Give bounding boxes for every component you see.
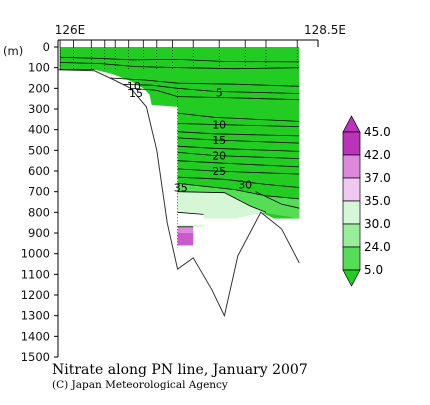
colorbar-label: 24.0 [364, 240, 391, 254]
nitrate-fill-35 [177, 191, 266, 219]
sea-floor-mask [58, 69, 318, 357]
colorbar-segment [342, 154, 361, 179]
contour-lines [60, 56, 300, 228]
y-axis-tick-label: 300 [28, 102, 50, 116]
y-axis-tick-label: 800 [28, 205, 50, 219]
contour-line [177, 211, 204, 215]
contour-line [177, 191, 267, 213]
contour-label: 10 [127, 80, 141, 93]
contour-label: 30 [238, 178, 252, 191]
y-axis-tick-label: 1000 [21, 247, 50, 261]
colorbar-label: 30.0 [364, 217, 391, 231]
colorbar-segment [342, 223, 361, 248]
contour-line [60, 56, 300, 63]
contour-label: 10 [212, 119, 226, 132]
y-axis-unit-label: (m) [3, 44, 23, 58]
contour-line [109, 77, 300, 87]
contour-line [177, 160, 300, 168]
colorbar-segment [342, 131, 361, 156]
section-boundary-left [59, 47, 95, 70]
y-axis-tick-label: 700 [28, 185, 50, 199]
y-axis-tick-label: 900 [28, 226, 50, 240]
contour-line [177, 137, 300, 144]
contour-line [60, 62, 300, 70]
y-axis: 0 100 200 300 400 500 600 700 800 900 1000 1100 1200… [21, 40, 59, 364]
y-axis-tick-label: 400 [28, 123, 50, 137]
colorbar-segment [342, 177, 361, 202]
contour-line [177, 131, 300, 137]
colorbar-segment [342, 246, 361, 271]
contour-line [177, 183, 300, 200]
plot-frame [57, 39, 319, 47]
contour-line [177, 168, 300, 175]
x-axis-left-label: 126E [55, 23, 86, 37]
colorbar: 5.0 24.0 30.0 35.0 37.0 42.0 45.0 [342, 115, 391, 287]
colorbar-label: 37.0 [364, 171, 391, 185]
contour-label: 5 [216, 86, 223, 99]
bathymetry-layer [57, 69, 318, 357]
y-axis-tick-label: 1300 [21, 309, 50, 323]
chart-title: Nitrate along PN line, January 2007 [52, 362, 308, 378]
contour-label: 20 [212, 150, 226, 163]
contour-label: 25 [212, 165, 226, 178]
bathymetry-line [57, 69, 300, 318]
contour-label: 15 [212, 134, 226, 147]
nitrate-fill-35-lower [177, 224, 204, 227]
contour-line [177, 176, 300, 188]
y-axis-tick-label: 600 [28, 164, 50, 178]
nitrate-fill-low [60, 47, 300, 219]
colorbar-label: 45.0 [364, 125, 391, 139]
contour-line [177, 152, 300, 159]
colorbar-label: 35.0 [364, 194, 391, 208]
colorbar-label: 5.0 [364, 263, 383, 277]
y-axis-tick-label: 1200 [21, 288, 50, 302]
y-axis-tick-label: 500 [28, 143, 50, 157]
colorbar-segment [342, 200, 361, 225]
contour-label: 35 [174, 182, 188, 195]
chart-credit: (C) Japan Meteorological Agency [52, 379, 228, 391]
y-axis-tick-label: 100 [28, 61, 50, 75]
y-axis-tick-label: 1100 [21, 267, 50, 281]
nitrate-fill-45 [177, 233, 194, 246]
y-axis-tick-label: 1500 [21, 350, 50, 364]
y-axis-tick-label: 0 [43, 40, 50, 54]
colorbar-label: 42.0 [364, 148, 391, 162]
y-axis-tick-label: 200 [28, 81, 50, 95]
contour-line [177, 123, 300, 127]
contour-line [255, 191, 300, 209]
contour-label: 15 [129, 87, 143, 100]
contour-line [120, 86, 300, 101]
station-markers [59, 40, 298, 248]
colorbar-arrow-high [342, 115, 361, 133]
y-axis-tick-label: 1400 [21, 329, 50, 343]
colorbar-arrow-low [342, 269, 361, 287]
contour-line [177, 145, 300, 152]
nitrate-fill-gap [177, 212, 204, 225]
contour-line [177, 112, 300, 122]
x-axis-right-label: 128.5E [304, 23, 346, 37]
